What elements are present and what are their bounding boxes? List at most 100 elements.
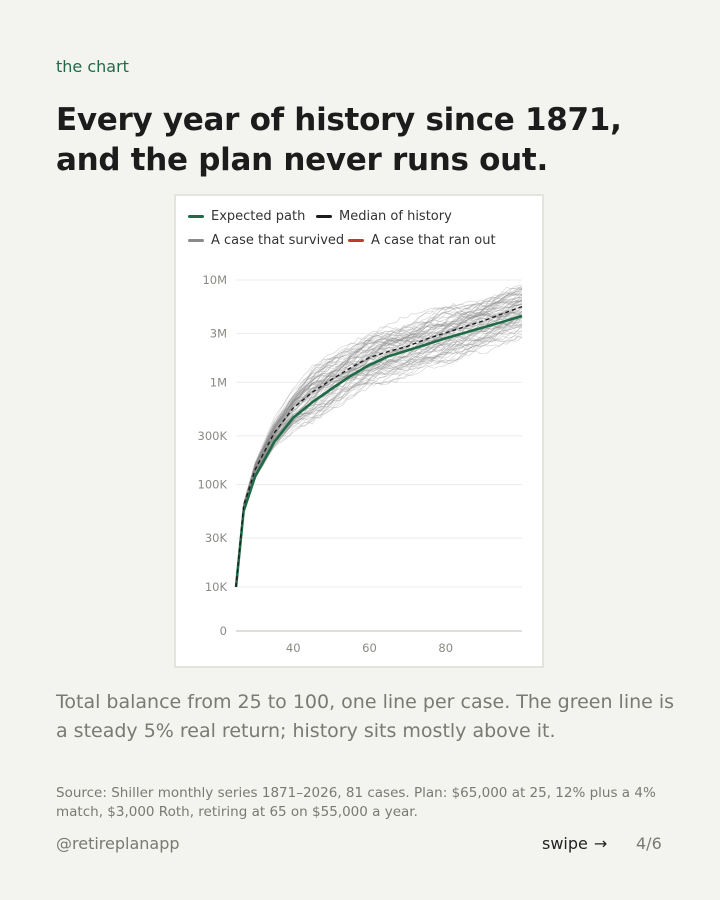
history-case-line [235,299,523,588]
history-case-line [235,296,523,588]
history-case-line [235,304,523,588]
eyebrow-label: the chart [56,57,129,76]
page-indicator: 4/6 [636,834,662,853]
history-case-line [235,288,523,588]
history-case-line [235,304,523,588]
history-case-line [235,286,523,588]
history-case-line [235,302,523,588]
history-case-line [235,321,523,588]
history-case-line [235,305,523,588]
swipe-label: swipe [542,834,588,853]
swipe-hint[interactable]: swipe → [542,834,607,853]
history-case-line [235,301,523,588]
history-case-line [235,316,523,588]
y-tick-label: 3M [210,327,227,341]
history-case-line [235,311,523,588]
history-case-line [235,288,523,588]
history-case-line [235,297,523,588]
history-case-line [235,298,523,588]
history-case-line [235,288,523,588]
history-case-line [235,306,523,588]
y-tick-label: 10M [202,273,227,287]
legend-swatch-survived [188,239,204,242]
legend-item-expected: Expected path [188,209,305,224]
history-case-line [235,298,523,588]
history-case-line [235,300,523,588]
source-note: Source: Shiller monthly series 1871–2026… [56,785,656,820]
history-case-line [235,315,523,588]
history-case-line [235,329,523,588]
history-case-line [235,316,523,588]
expected-path-line [234,314,523,588]
history-case-line [235,286,523,588]
history-case-line [235,292,523,588]
legend-swatch-ran-out [348,239,364,242]
history-case-line [235,302,523,588]
history-case-line [235,311,523,588]
history-case-line [235,290,523,588]
account-handle[interactable]: @retireplanapp [56,834,180,853]
line-chart: 0 10K 30K 100K 300K 1M 3M 10M 40 60 80 [198,273,523,655]
history-case-line [235,284,523,588]
history-case-line [235,314,523,588]
history-case-line [235,287,523,588]
y-tick-label: 10K [205,580,228,594]
history-case-line [235,316,523,588]
history-case-line [235,291,523,588]
y-tick-label: 1M [210,375,227,389]
history-case-line [235,288,523,588]
history-case-line [235,298,523,588]
legend-swatch-expected [188,215,204,218]
history-case-line [235,317,523,588]
history-case-line [235,335,523,588]
history-case-line [235,314,523,588]
y-tick-label: 30K [205,531,228,545]
history-case-line [235,315,523,588]
history-case-line [235,324,523,588]
legend-label-expected: Expected path [211,209,306,224]
y-tick-label: 0 [220,624,227,638]
legend-label-median: Median of history [339,209,452,224]
history-case-line [235,324,523,588]
history-case-line [235,325,523,588]
history-case-line [235,307,523,588]
history-case-line [235,316,523,588]
history-case-line [235,303,523,588]
x-tick-label: 80 [438,641,453,655]
y-tick-label: 100K [198,478,228,492]
legend-label-ran-out: A case that ran out [371,233,496,248]
history-case-line [235,335,523,588]
legend-swatch-median [316,215,332,218]
history-case-line [235,336,523,588]
history-case-line [235,327,523,588]
legend-item-median: Median of history [316,209,452,224]
history-case-line [235,299,523,588]
chart-card: Expected path Median of history A case t… [174,194,544,668]
history-case-line [235,300,523,588]
history-case-line [235,314,523,588]
chart-caption: Total balance from 25 to 100, one line p… [56,691,675,742]
y-tick-label: 300K [198,429,228,443]
history-case-line [235,307,523,588]
history-case-line [235,308,523,588]
history-case-line [235,310,523,588]
history-case-line [235,306,523,588]
headline: Every year of history since 1871, and th… [56,102,622,178]
legend-item-ran-out: A case that ran out [348,233,496,248]
history-case-line [235,293,523,588]
legend-item-survived: A case that survived [188,233,344,248]
median-history-line [235,305,523,588]
history-case-line [235,303,523,588]
history-case-line [235,293,523,588]
history-case-line [235,293,523,588]
history-case-line [235,290,523,588]
x-tick-label: 60 [362,641,377,655]
history-case-line [235,330,522,588]
x-tick-label: 40 [286,641,301,655]
history-case-line [235,285,523,588]
legend-label-survived: A case that survived [211,233,345,248]
history-case-line [235,300,523,588]
arrow-right-icon: → [593,834,608,853]
history-case-line [235,318,523,588]
history-case-line [235,292,523,588]
